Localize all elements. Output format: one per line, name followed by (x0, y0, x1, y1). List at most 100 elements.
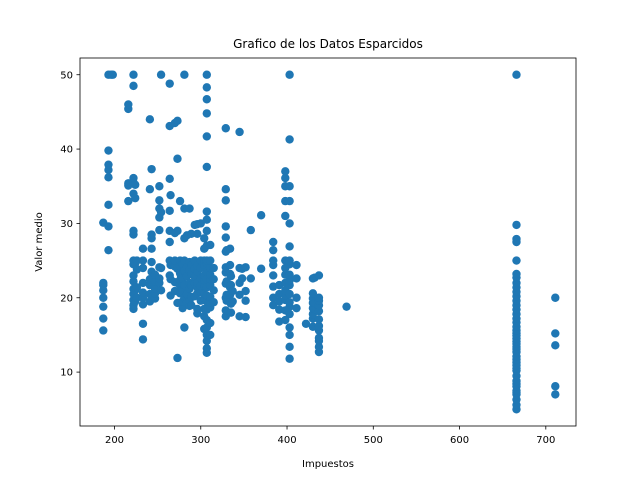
data-point (104, 160, 113, 169)
data-point (269, 293, 278, 302)
data-point (147, 164, 156, 174)
data-point (166, 190, 175, 200)
data-point (285, 270, 294, 279)
data-point (292, 260, 301, 270)
data-point (202, 215, 211, 224)
y-tick-label: 30 (60, 219, 73, 230)
data-point (551, 382, 560, 391)
data-point (147, 230, 156, 239)
data-point (99, 314, 108, 323)
data-point (202, 95, 211, 104)
data-point (285, 342, 294, 352)
data-point (246, 274, 255, 283)
data-point (173, 154, 182, 163)
data-point (138, 288, 148, 297)
data-points (99, 70, 560, 414)
x-tick-label: 300 (191, 435, 210, 446)
data-point (155, 274, 164, 283)
data-point (221, 196, 230, 205)
data-point (156, 263, 166, 273)
data-point (138, 256, 148, 265)
data-point (132, 293, 142, 302)
data-point (241, 263, 250, 272)
data-point (129, 81, 138, 91)
data-point (285, 135, 294, 144)
data-point (173, 353, 182, 363)
data-point (285, 256, 294, 265)
data-point (285, 242, 294, 251)
data-point (209, 286, 218, 295)
data-point (512, 234, 521, 244)
data-point (308, 289, 318, 298)
data-point (209, 263, 218, 273)
data-point (281, 315, 290, 325)
data-point (147, 244, 156, 253)
data-point (285, 182, 294, 191)
data-point (314, 342, 324, 352)
data-point (108, 70, 117, 79)
data-point (246, 225, 255, 235)
chart-title: Grafico de los Datos Esparcidos (233, 37, 423, 51)
plot-frame (79, 57, 577, 427)
data-point (138, 278, 148, 288)
data-point (551, 329, 560, 338)
y-tick-label: 40 (60, 145, 73, 156)
y-axis: 10 20 30 40 50 (60, 70, 80, 379)
y-axis-label: Valor medio (34, 212, 45, 272)
data-point (281, 211, 290, 221)
data-point (221, 222, 230, 231)
data-point (314, 315, 324, 324)
data-point (202, 344, 211, 353)
data-point (185, 204, 194, 213)
data-point (228, 286, 237, 296)
data-point (124, 196, 133, 206)
data-point (512, 220, 521, 230)
data-point (281, 173, 290, 183)
data-point (99, 302, 108, 311)
data-point (155, 196, 164, 205)
data-point (269, 237, 278, 247)
y-tick-label: 50 (60, 70, 73, 81)
data-point (551, 390, 560, 399)
data-point (285, 289, 294, 299)
data-point (155, 225, 164, 235)
data-point (206, 240, 215, 250)
data-point (241, 296, 250, 305)
data-point (156, 70, 166, 79)
data-point (221, 185, 230, 194)
data-point (221, 233, 230, 242)
data-point (221, 124, 230, 133)
data-point (235, 127, 244, 137)
data-point (551, 341, 560, 350)
data-point (131, 193, 140, 203)
data-point (173, 116, 182, 126)
data-point (314, 306, 324, 316)
data-point (187, 229, 196, 239)
data-point (202, 83, 211, 92)
data-point (241, 312, 250, 322)
data-point (292, 274, 301, 283)
data-point (228, 297, 237, 306)
data-point (206, 256, 215, 265)
data-point (314, 321, 324, 331)
x-tick-label: 600 (450, 435, 469, 446)
data-point (165, 174, 174, 184)
data-point (281, 167, 290, 176)
data-point (202, 132, 211, 141)
data-point (165, 79, 174, 88)
data-point (285, 330, 294, 340)
data-point (138, 319, 148, 328)
data-point (256, 211, 266, 220)
data-point (147, 257, 156, 267)
data-point (156, 208, 166, 217)
data-point (256, 264, 266, 273)
data-point (131, 180, 140, 189)
data-point (209, 298, 218, 307)
data-point (202, 70, 211, 79)
data-point (241, 286, 250, 296)
data-point (138, 263, 148, 273)
data-point (165, 206, 174, 215)
data-point (180, 323, 189, 332)
data-point (129, 173, 138, 183)
data-point (269, 256, 278, 265)
